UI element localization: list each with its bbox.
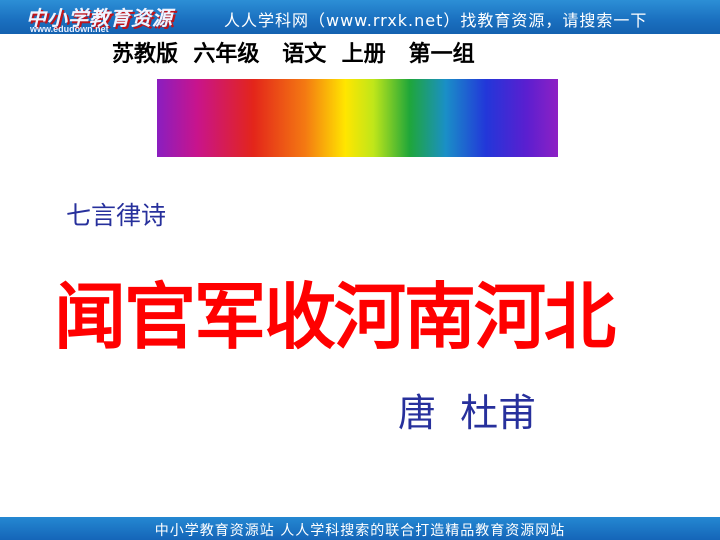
bottom-banner: 中小学教育资源站 人人学科搜索的联合打造精品教育资源网站 [0,517,720,540]
poem-author: 唐 杜甫 [398,391,537,435]
poem-genre: 七言律诗 [66,201,167,230]
poem-title: 闻官军收河南河北 [54,274,616,359]
top-banner: 中小学教育资源 www.edudown.net 人人学科网（www.rrxk.n… [0,0,720,34]
site-logo-url: www.edudown.net [30,24,109,34]
course-subtitle: 苏教版 六年级 语文 上册 第一组 [112,42,475,67]
site-logo-text: 中小学教育资源 [26,6,173,30]
banner-slogan: 人人学科网（www.rrxk.net）找教育资源，请搜索一下 [224,11,648,30]
footer-text: 中小学教育资源站 人人学科搜索的联合打造精品教育资源网站 [154,523,566,539]
rainbow-spectrum-bar [157,79,558,157]
